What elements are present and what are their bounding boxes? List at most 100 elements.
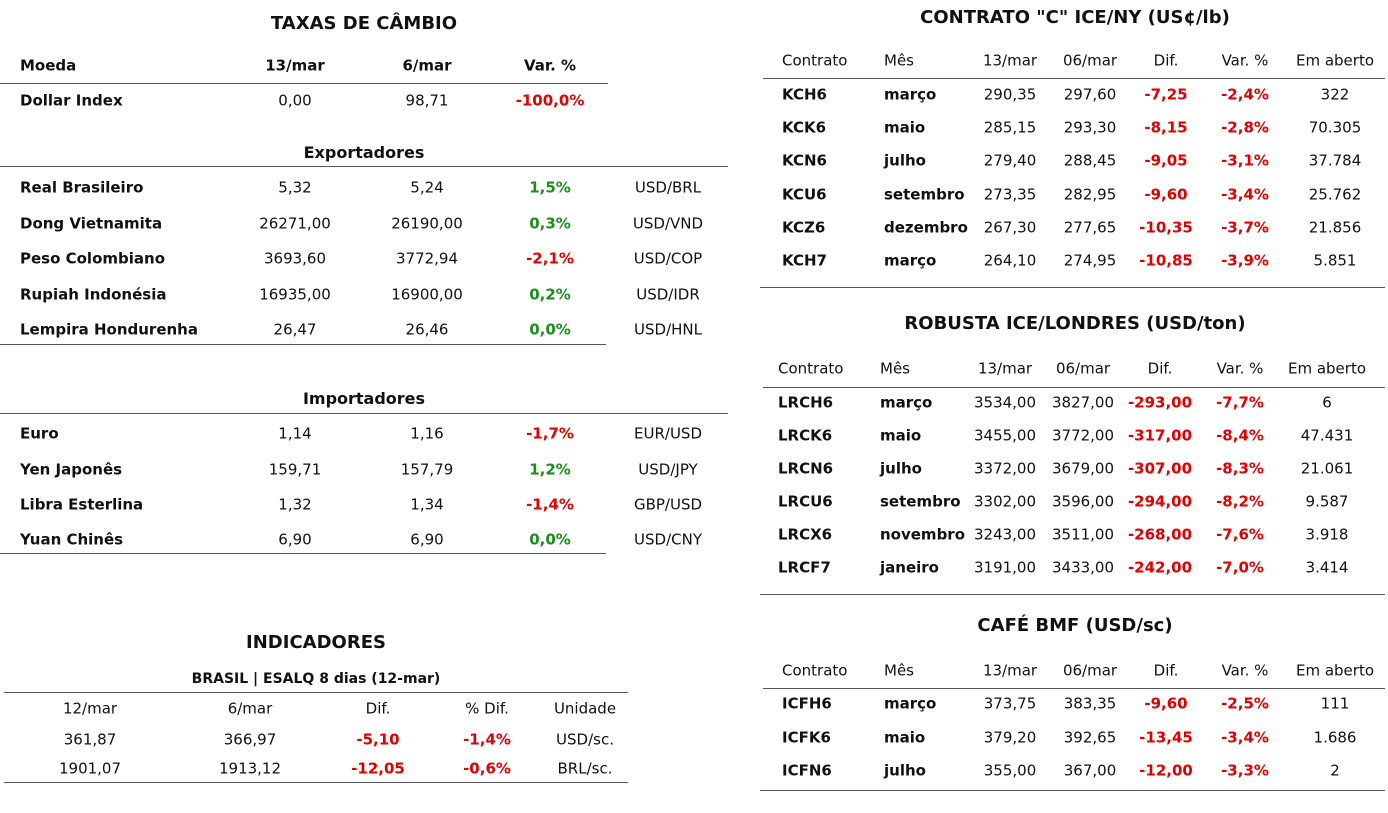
table-cell: Euro [20,424,59,443]
table-cell: -100,0% [515,91,585,110]
table-cell: -7,6% [1216,525,1264,544]
table-cell: 3372,00 [973,459,1037,478]
table-cell: USD/sc. [556,730,614,749]
table-cell: -5,10 [356,730,400,749]
rule [4,692,628,693]
table-cell: LRCN6 [778,459,834,478]
table-cell: março [884,85,937,104]
table-cell: 1,5% [529,178,571,197]
table-cell: 3433,00 [1051,558,1115,577]
table-cell: LRCX6 [778,525,833,544]
table-cell: 3693,60 [263,249,327,268]
table-cell: 70.305 [1308,118,1362,137]
table-cell: 16900,00 [391,285,463,304]
table-cell: USD/COP [633,249,703,268]
table-cell: julho [884,151,926,170]
column-header: 06/mar [1055,359,1111,378]
table-cell: -3,1% [1221,151,1269,170]
table-cell: 98,71 [405,91,449,110]
column-header: Contrato [782,661,848,680]
table-cell: -294,00 [1127,492,1193,511]
table-cell: 6 [1322,393,1332,412]
column-header: Mês [880,359,910,378]
table-cell: maio [884,118,926,137]
rule [763,78,1385,79]
table-cell: ICFN6 [782,761,832,780]
table-cell: 2 [1330,761,1340,780]
table-cell: 379,20 [983,728,1037,746]
table-cell: 288,45 [1063,151,1117,170]
column-header: Var. % [523,56,577,75]
table-cell: março [884,251,937,270]
column-header: Em aberto [1295,51,1375,70]
table-cell: -2,4% [1221,85,1269,104]
table-cell: 16935,00 [259,285,331,304]
table-cell: 3511,00 [1051,525,1115,544]
table-cell: setembro [880,492,961,511]
table-cell: 267,30 [983,218,1037,237]
column-header: Contrato [782,51,848,70]
column-header: 06/mar [1062,51,1118,70]
table-cell: 37.784 [1308,151,1362,170]
table-cell: EUR/USD [634,424,702,443]
table-cell: 277,65 [1063,218,1117,237]
table-cell: -293,00 [1127,393,1193,412]
column-header: 13/mar [977,359,1033,378]
section-title: ROBUSTA ICE/LONDRES (USD/ton) [904,313,1246,334]
table-cell: 3.414 [1305,558,1349,577]
table-cell: 322 [1320,85,1350,104]
table-cell: USD/IDR [636,285,700,304]
table-cell: março [884,694,937,713]
table-cell: março [880,393,933,412]
column-header: Em aberto [1287,359,1367,378]
table-cell: 297,60 [1063,85,1117,104]
table-cell: 6,90 [278,530,312,549]
table-cell: Rupiah Indonésia [20,285,167,304]
table-cell: KCH7 [782,251,827,270]
table-cell: 264,10 [983,251,1037,270]
table-cell: USD/CNY [634,530,702,549]
column-header: Unidade [553,699,617,718]
column-header: Dif. [1147,359,1173,378]
table-cell: USD/HNL [634,320,702,339]
table-cell: -307,00 [1127,459,1193,478]
table-cell: -268,00 [1127,525,1193,544]
table-cell: 26,47 [273,320,317,339]
table-cell: -8,4% [1216,426,1264,445]
column-header: 06/mar [1062,661,1118,680]
column-header: Dif. [365,699,391,718]
table-cell: Peso Colombiano [20,249,165,268]
table-cell: LRCH6 [778,393,834,412]
table-cell: 47.431 [1300,426,1354,445]
table-cell: 3772,94 [395,249,459,268]
column-header: Dif. [1153,51,1179,70]
table-cell: 1,14 [278,424,312,443]
table-cell: novembro [880,525,966,544]
table-cell: 293,30 [1063,118,1117,137]
column-header: Var. % [1221,661,1269,680]
table-cell: maio [880,426,922,445]
column-header: Mês [884,51,914,70]
column-header: 13/mar [982,51,1038,70]
section-subtitle: BRASIL | ESALQ 8 dias (12-mar) [191,671,441,687]
table-cell: LRCU6 [778,492,833,511]
group-title: Exportadores [303,143,425,162]
table-cell: 3772,00 [1051,426,1115,445]
table-cell: maio [884,728,926,746]
table-cell: 6,90 [410,530,444,549]
table-cell: 355,00 [983,761,1037,780]
table-cell: -1,4% [463,730,511,749]
table-cell: 1,16 [410,424,444,443]
section-title: CONTRATO "C" ICE/NY (US¢/lb) [920,7,1230,28]
table-cell: -8,3% [1216,459,1264,478]
table-cell: 1901,07 [58,759,122,778]
table-cell: -3,3% [1221,761,1269,780]
table-cell: -3,4% [1221,185,1269,204]
rule [0,83,608,84]
table-cell: 25.762 [1308,185,1362,204]
table-cell: 1,34 [410,495,444,514]
table-cell: ICFH6 [782,694,832,713]
column-header: 13/mar [265,56,325,75]
